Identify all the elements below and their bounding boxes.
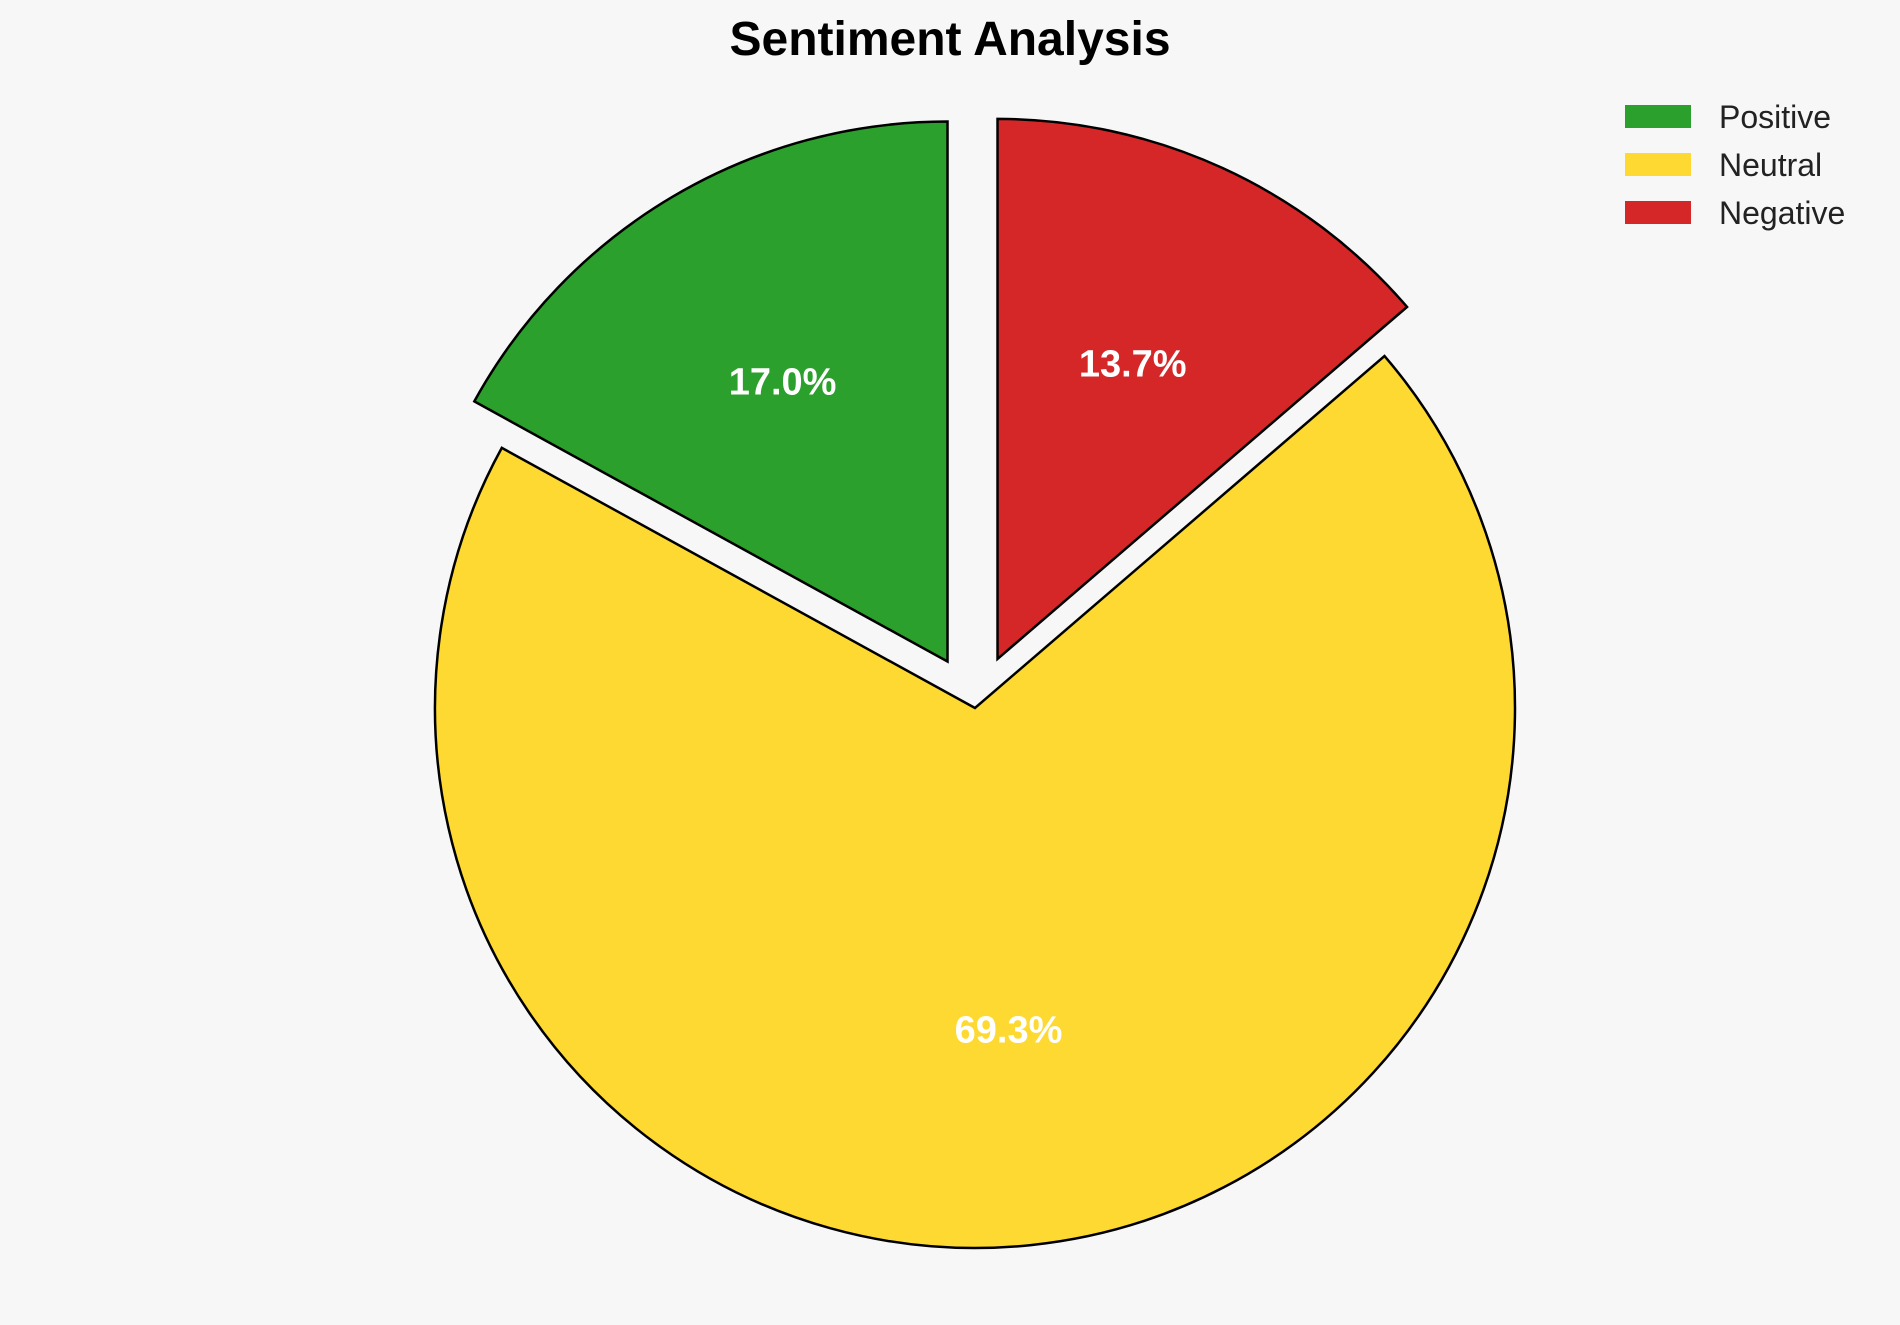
pie-slice-label-positive: 17.0% (729, 362, 837, 404)
pie-slice-neutral (433, 354, 1517, 1250)
legend-label-neutral: Neutral (1719, 147, 1822, 183)
legend: Positive Neutral Negative (1625, 99, 1845, 231)
pie-slice-negative (996, 117, 1409, 662)
pie-slices (433, 117, 1517, 1250)
legend-label-negative: Negative (1719, 195, 1845, 231)
legend-swatch-positive (1625, 105, 1691, 128)
legend-label-positive: Positive (1719, 99, 1831, 135)
legend-swatch-neutral (1625, 153, 1691, 176)
pie-slice-positive (472, 120, 949, 664)
pie-slice-label-neutral: 69.3% (955, 1009, 1063, 1051)
chart-title: Sentiment Analysis (729, 13, 1170, 66)
pie-slice-label-negative: 13.7% (1079, 343, 1187, 385)
legend-swatch-negative (1625, 201, 1691, 224)
pie-slice-labels: 17.0% 69.3% 13.7% (729, 343, 1187, 1051)
